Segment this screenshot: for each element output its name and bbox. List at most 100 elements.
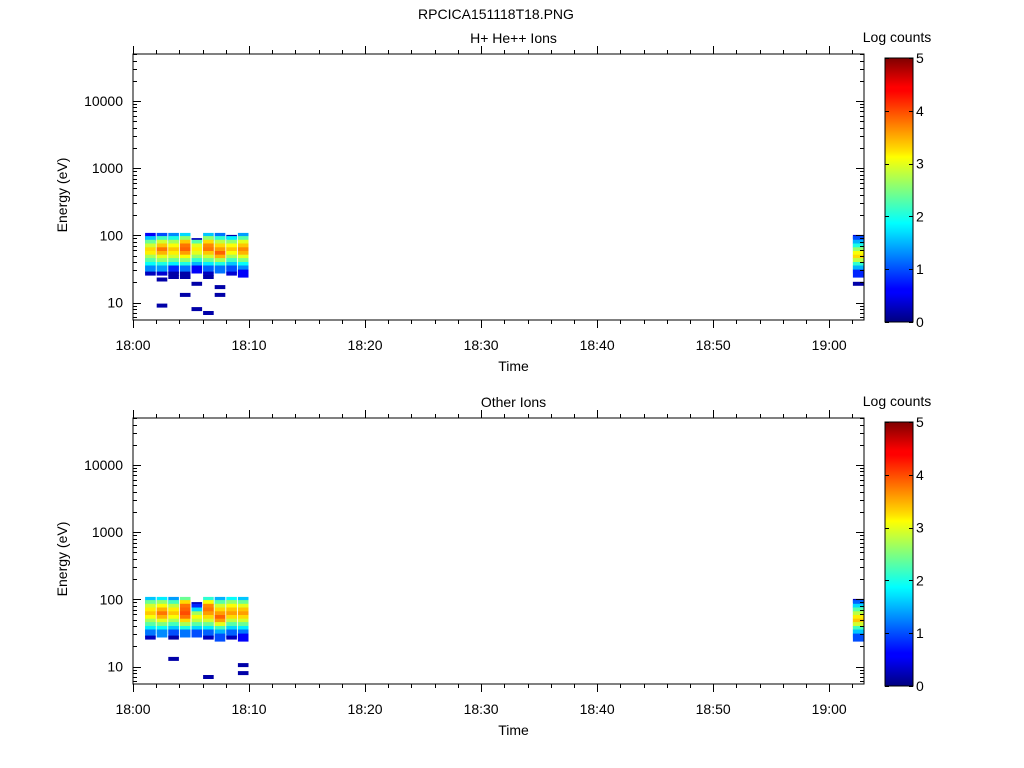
heatmap-cell <box>179 292 191 297</box>
heatmap-cell <box>237 633 249 642</box>
plot-frame <box>132 417 865 685</box>
heatmap-cell <box>191 629 203 638</box>
heatmap-cell <box>237 265 249 274</box>
colorbar-tick-label: 2 <box>916 572 924 588</box>
heatmap-cell <box>145 635 156 640</box>
colorbar-label: Log counts <box>863 29 932 45</box>
colorbar-tick-label: 5 <box>916 50 924 66</box>
x-tick-label: 18:30 <box>464 701 499 717</box>
y-tick-label: 10 <box>107 295 123 311</box>
heatmap-cell <box>852 281 864 286</box>
colorbar: Log counts 0 1 2 3 4 5 <box>863 393 932 694</box>
heatmap-cell <box>191 307 203 312</box>
heatmap-cell <box>203 271 214 276</box>
heatmap-cell <box>852 629 864 638</box>
colorbar: Log counts 0 1 2 3 4 5 <box>863 29 932 330</box>
heatmap-cell <box>226 265 237 274</box>
colorbar-tick-label: 4 <box>916 103 924 119</box>
colorbar-tick-label: 0 <box>916 314 924 330</box>
heatmap-cell <box>145 629 156 638</box>
heatmap-cell <box>168 275 179 279</box>
x-tick-label: 18:40 <box>580 701 615 717</box>
x-tick-label: 18:30 <box>464 337 499 353</box>
heatmap-cells <box>145 232 864 315</box>
x-tick-label: 19:00 <box>812 337 847 353</box>
heatmap-cell <box>226 271 237 276</box>
colorbar-tick-label: 5 <box>916 414 924 430</box>
colorbar-tick-label: 1 <box>916 261 924 277</box>
heatmap-cells <box>145 596 864 679</box>
colorbar-tick-label: 3 <box>916 156 924 172</box>
y-axis-label: Energy (eV) <box>54 522 70 597</box>
page-title: RPCICA151118T18.PNG <box>418 6 574 22</box>
plot-frame <box>132 53 865 321</box>
heatmap-cell <box>156 271 168 276</box>
heatmap-cell <box>191 281 203 286</box>
heatmap-cell <box>168 271 179 276</box>
x-tick-label: 18:00 <box>115 337 150 353</box>
colorbar-tick-label: 1 <box>916 625 924 641</box>
x-tick-label: 18:20 <box>348 337 383 353</box>
heatmap-cell <box>156 629 168 638</box>
heatmap-cell <box>852 269 864 278</box>
y-tick-label: 10000 <box>84 457 123 473</box>
y-axis-label: Energy (eV) <box>54 158 70 233</box>
y-tick-label: 10000 <box>84 93 123 109</box>
colorbar-tick-label: 3 <box>916 520 924 536</box>
x-tick-label: 18:50 <box>696 701 731 717</box>
heatmap-cell <box>852 633 864 642</box>
y-axis-ticks <box>133 54 864 318</box>
heatmap-cell <box>214 285 226 290</box>
x-tick-label: 18:20 <box>348 701 383 717</box>
heatmap-cell <box>145 265 156 274</box>
colorbar-tick-label: 0 <box>916 678 924 694</box>
colorbar-ticks <box>885 58 913 323</box>
heatmap-cell <box>156 265 168 274</box>
y-tick-label: 100 <box>100 227 124 243</box>
heatmap-cell <box>237 269 249 278</box>
y-tick-label: 100 <box>100 591 124 607</box>
x-axis-ticks <box>133 46 853 328</box>
heatmap-cell <box>214 265 226 274</box>
heatmap-cell <box>226 629 237 638</box>
x-axis-label: Time <box>498 358 529 374</box>
y-axis-ticks <box>133 418 864 682</box>
y-tick-label: 1000 <box>92 160 123 176</box>
x-axis-label: Time <box>498 722 529 738</box>
heatmap-cell <box>237 663 249 668</box>
heatmap-cell <box>203 629 214 638</box>
heatmap-cell <box>179 271 191 276</box>
y-tick-label: 10 <box>107 659 123 675</box>
colorbar-tick-label: 2 <box>916 208 924 224</box>
heatmap-cell <box>852 265 864 274</box>
heatmap-cell <box>168 635 179 640</box>
heatmap-cell <box>203 265 214 274</box>
heatmap-cell <box>214 633 226 642</box>
heatmap-cell <box>214 629 226 638</box>
heatmap-cell <box>203 635 214 640</box>
x-tick-label: 18:10 <box>232 337 267 353</box>
heatmap-cell <box>191 265 203 274</box>
colorbar-ticks <box>885 422 913 687</box>
x-axis-ticks <box>133 410 853 692</box>
colorbar-gradient <box>884 57 914 323</box>
x-tick-label: 18:00 <box>115 701 150 717</box>
heatmap-cell <box>179 629 191 638</box>
heatmap-cell <box>156 277 168 282</box>
colorbar-gradient <box>884 421 914 687</box>
heatmap-cell <box>237 629 249 638</box>
x-tick-label: 18:10 <box>232 701 267 717</box>
heatmap-cell <box>179 265 191 274</box>
heatmap-cell <box>203 675 214 679</box>
heatmap-cell <box>156 303 168 308</box>
heatmap-cell <box>203 311 214 315</box>
heatmap-cell <box>168 629 179 638</box>
colorbar-label: Log counts <box>863 393 932 409</box>
x-tick-label: 18:50 <box>696 337 731 353</box>
heatmap-cell <box>203 275 214 279</box>
panel-title: H+ He++ Ions <box>470 30 557 46</box>
heatmap-cell <box>214 292 226 297</box>
